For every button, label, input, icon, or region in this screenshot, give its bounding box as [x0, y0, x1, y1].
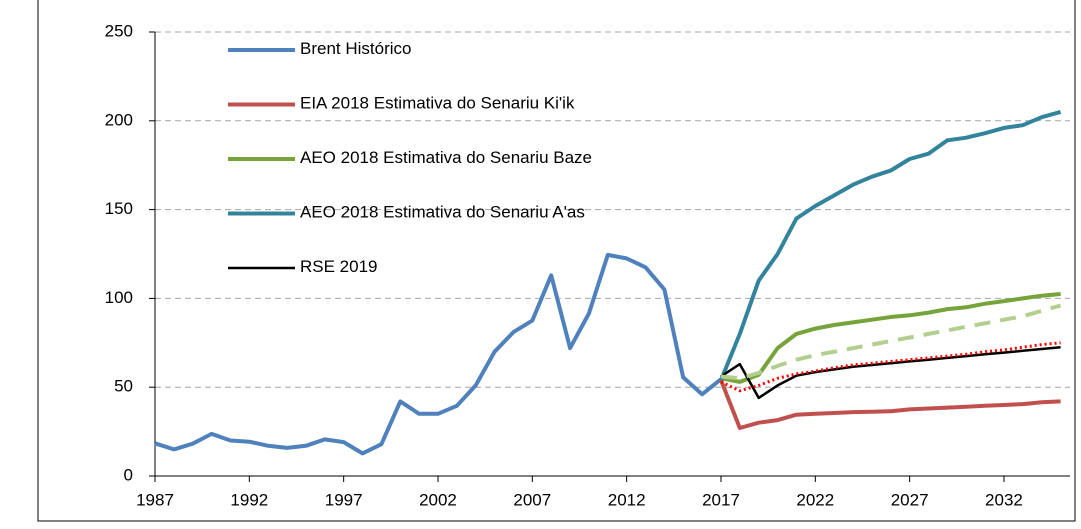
series-line — [719, 379, 1061, 430]
y-tick-label: 100 — [105, 288, 133, 307]
series-line — [720, 345, 1061, 400]
y-tick-label: 250 — [105, 21, 133, 40]
x-tick-label: 1987 — [136, 490, 174, 509]
series-line — [720, 303, 1062, 381]
legend-label: Brent Histórico — [300, 39, 411, 58]
y-tick-label: 0 — [124, 465, 133, 484]
y-tick-label: 50 — [114, 377, 133, 396]
x-tick-label: 2017 — [702, 490, 740, 509]
y-tick-label: 150 — [105, 199, 133, 218]
x-tick-label: 2002 — [419, 490, 457, 509]
legend-label: AEO 2018 Estimativa do Senariu A'as — [300, 203, 585, 222]
series-line — [720, 341, 1061, 393]
x-tick-label: 1992 — [230, 490, 268, 509]
legend-label: EIA 2018 Estimativa do Senariu Ki'ik — [300, 94, 575, 113]
x-tick-label: 2027 — [891, 490, 929, 509]
x-tick-label: 2022 — [796, 490, 834, 509]
x-tick-label: 2012 — [608, 490, 646, 509]
y-tick-label: 200 — [105, 110, 133, 129]
legend-label: RSE 2019 — [300, 257, 378, 276]
series-line — [154, 252, 723, 456]
series-line — [719, 109, 1062, 381]
x-tick-label: 2007 — [513, 490, 551, 509]
series-line — [720, 292, 1061, 384]
x-tick-label: 1997 — [325, 490, 363, 509]
chart-frame — [37, 0, 1076, 522]
x-tick-label: 2032 — [985, 490, 1023, 509]
legend-label: AEO 2018 Estimativa do Senariu Baze — [300, 148, 592, 167]
